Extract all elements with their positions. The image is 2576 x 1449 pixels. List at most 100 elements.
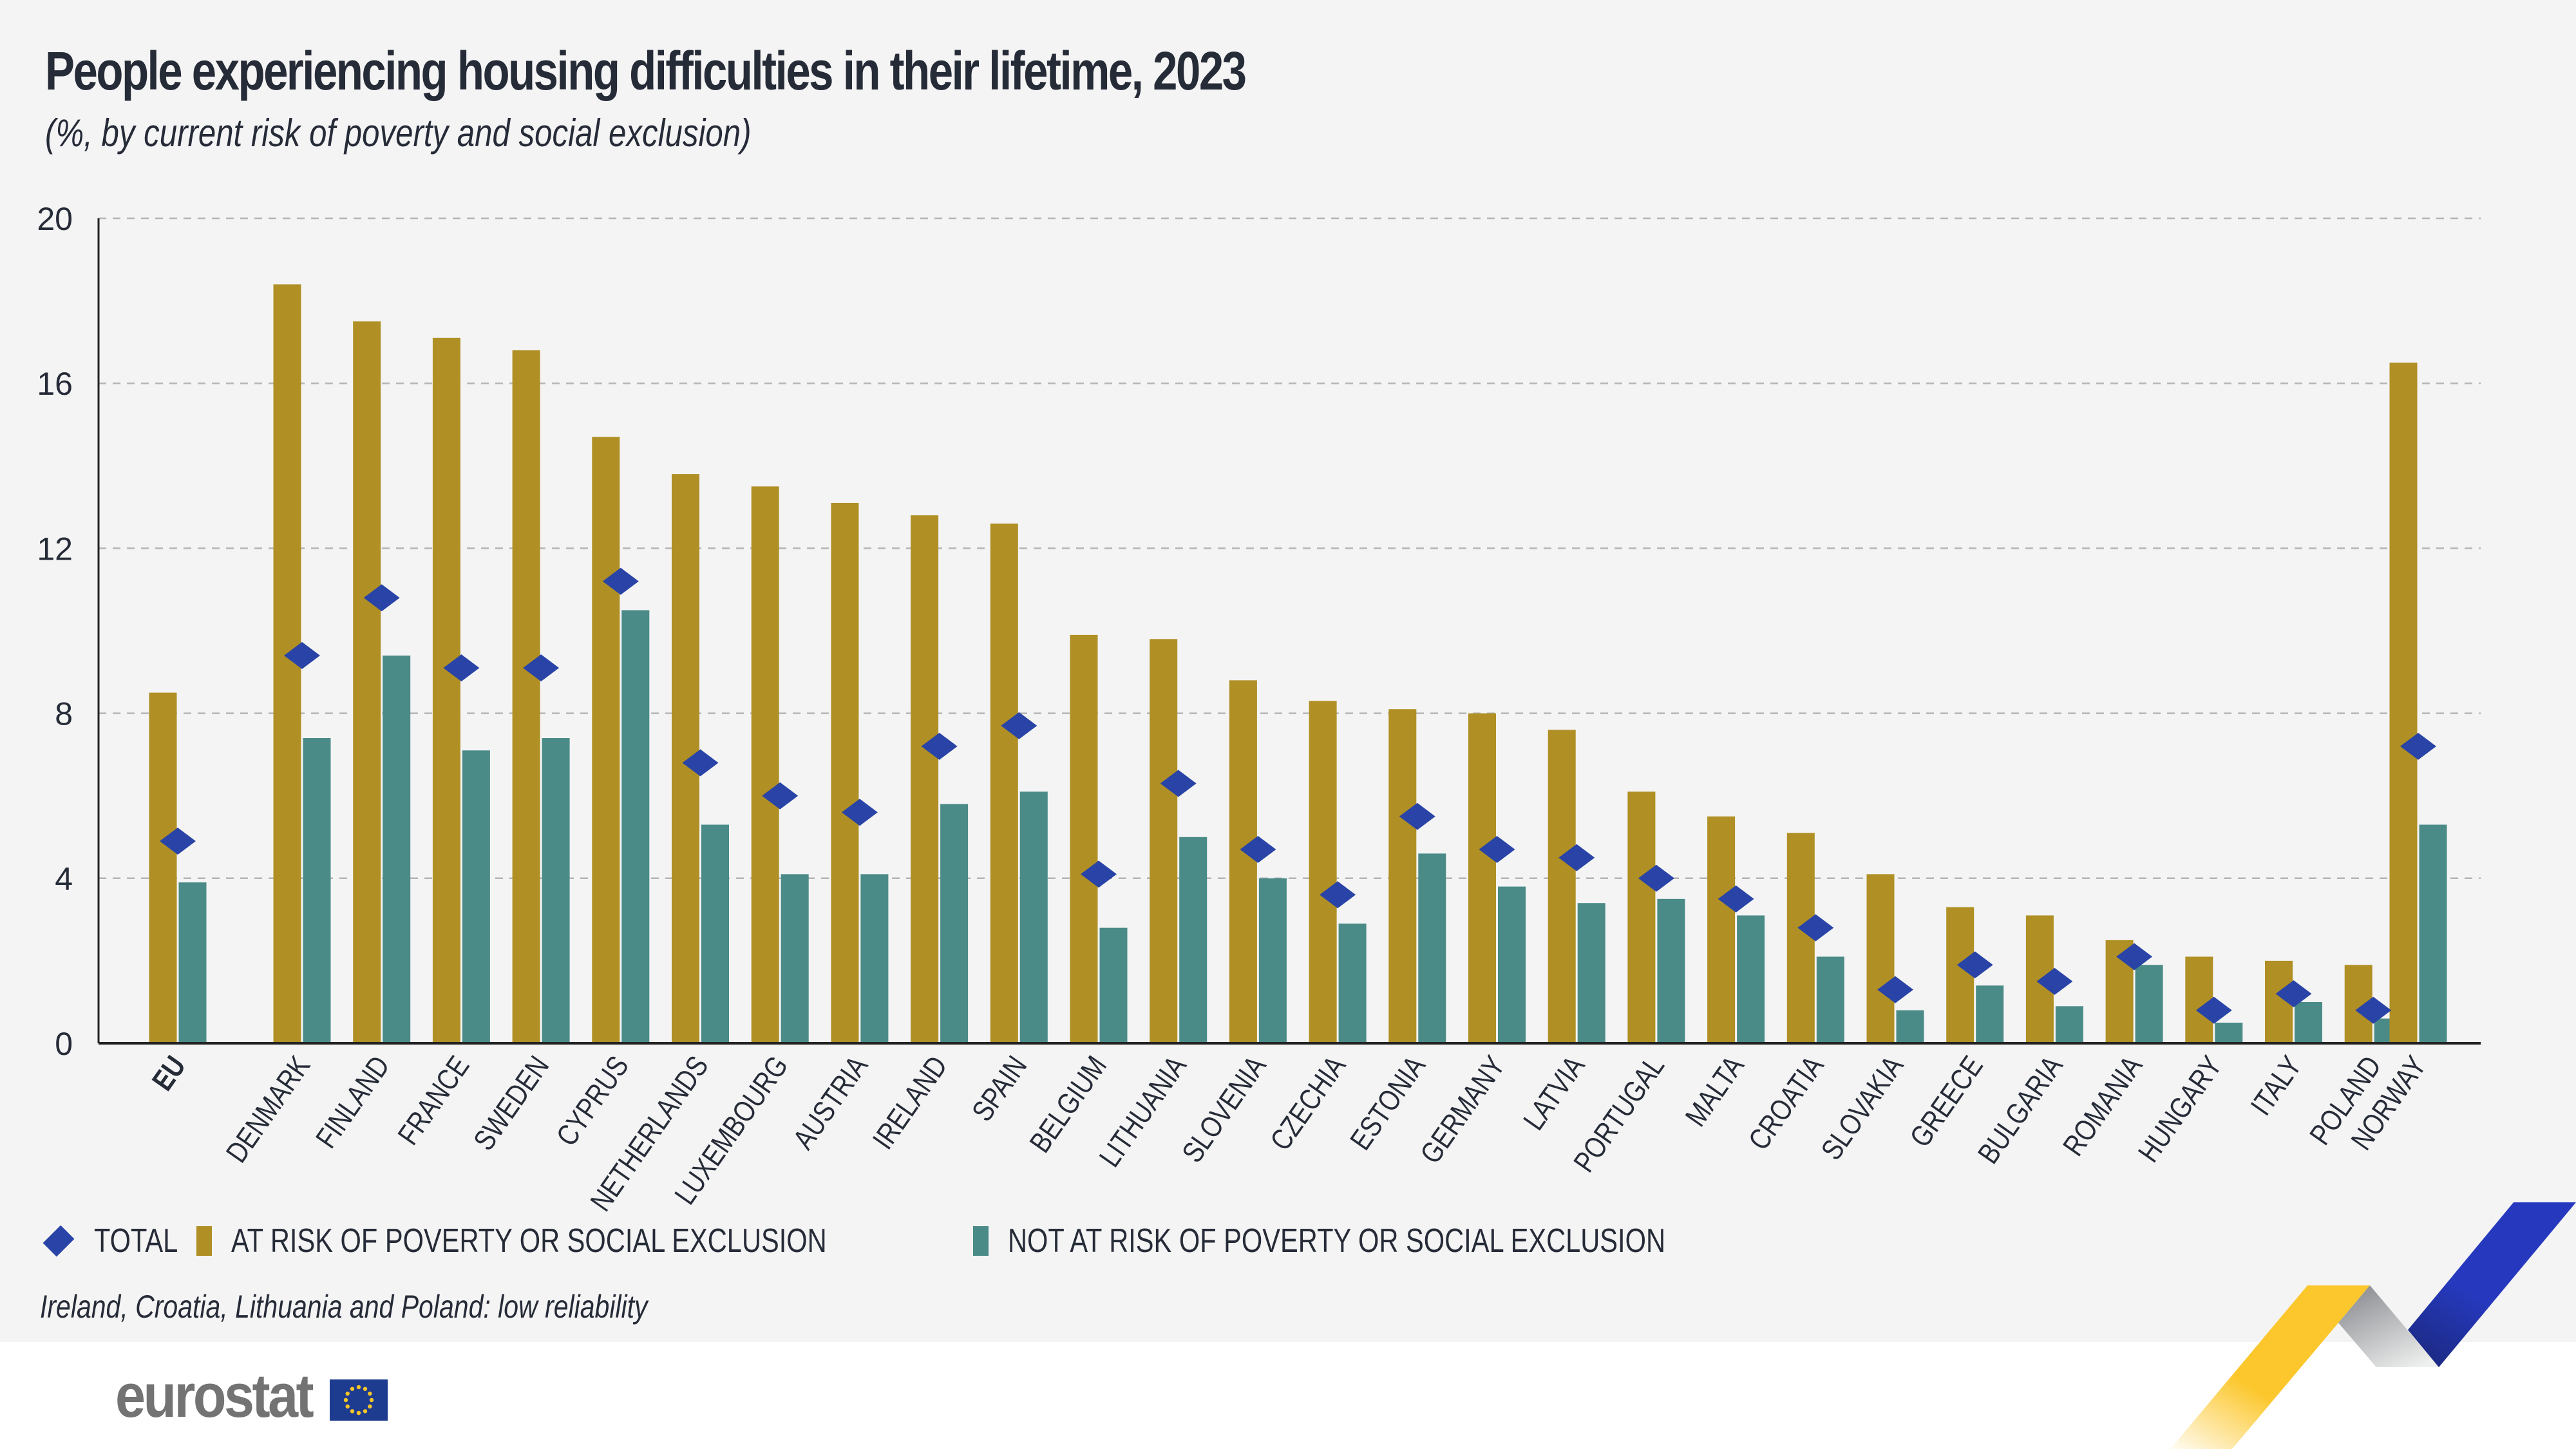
chart: 0 4 8 12 16 20 EU DENMARKFINLANDFRANCESWEDENCY… [37,201,2481,1217]
bar-not-at-risk [1338,923,1367,1043]
bar-not-at-risk [178,882,207,1043]
marker-total [1797,914,1834,942]
bar-not-at-risk [1418,853,1446,1043]
bar-not-at-risk [1019,791,1048,1043]
gridlines [99,217,2481,880]
bar-not-at-risk [940,804,969,1043]
diamond-marker-icon [43,1225,75,1257]
bar-not-at-risk [701,824,729,1043]
y-axis-ticks: 0 4 8 12 16 20 [37,201,73,1062]
marker-total [841,799,878,826]
bar-at-risk [149,692,177,1043]
eu-flag-icon [329,1379,388,1421]
flag-star-icon [367,1391,372,1396]
flag-star-icon [350,1409,354,1414]
x-tick-label: ITALY [2244,1050,2308,1121]
bar-not-at-risk [1099,927,1128,1043]
x-tick-label: GREECE [1903,1050,1989,1153]
legend-label-at-risk: AT RISK OF POVERTY OR SOCIAL EXCLUSION [231,1222,827,1260]
bar-not-at-risk [2135,965,2163,1043]
x-tick-label: CYPRUS [550,1050,635,1151]
marker-total [443,654,480,682]
x-tick-label: IRELAND [866,1050,954,1155]
bar-not-at-risk [2055,1006,2083,1043]
marker-total [523,654,560,682]
bar-not-at-risk [1498,886,1526,1043]
x-tick-label: FINLAND [309,1050,396,1154]
bar-at-risk [1070,634,1098,1043]
y-tick-label: 12 [37,531,73,567]
legend: TOTAL AT RISK OF POVERTY OR SOCIAL EXCLU… [40,1218,1827,1264]
at-risk-swatch-icon [196,1226,212,1256]
eurostat-ribbon-decoration-icon [2170,1202,2576,1449]
bar-at-risk [432,337,460,1043]
marker-total [1399,802,1435,830]
marker-total [1638,864,1674,892]
bar-at-risk [831,502,859,1043]
x-tick-label: LATVIA [1517,1050,1591,1136]
bar-at-risk [1548,730,1576,1043]
y-tick-label: 8 [55,696,73,732]
bar-at-risk [990,523,1018,1043]
x-tick-label: SLOVAKIA [1815,1050,1909,1166]
marker-total [602,567,639,595]
marker-total [1001,712,1037,739]
marker-total [1240,835,1276,863]
bar-at-risk [592,437,620,1043]
marker-total [2275,980,2312,1008]
flag-star-icon [343,1397,348,1403]
bar-not-at-risk [2419,824,2447,1043]
bar-not-at-risk [1657,898,1685,1043]
legend-item-total: TOTAL [40,1222,178,1260]
x-tick-label: SPAIN [965,1050,1033,1127]
flag-star-icon [350,1387,354,1391]
footnote: Ireland, Croatia, Lithuania and Poland: … [40,1289,648,1325]
marker-total [1956,951,1993,979]
x-tick-label: MALTA [1679,1050,1750,1132]
marker-total [1081,860,1117,888]
bar-at-risk [1627,791,1656,1043]
bar-at-risk [751,486,779,1043]
bar-at-risk [1229,680,1257,1043]
legend-item-not-at-risk: NOT AT RISK OF POVERTY OR SOCIAL EXCLUSI… [972,1222,1791,1260]
bar-not-at-risk [1737,915,1765,1043]
not-at-risk-swatch-icon [972,1226,989,1256]
bar-at-risk [2185,956,2213,1043]
bar-at-risk [1946,907,1975,1043]
marker-total [284,641,320,669]
bar-at-risk [911,515,939,1043]
marker-total [2195,996,2232,1024]
flag-star-icon [363,1409,367,1414]
x-axis-labels: EU DENMARKFINLANDFRANCESWEDENCYPRUSNETHER… [146,1050,2432,1217]
bar-not-at-risk [1258,878,1287,1043]
bar-at-risk [1150,639,1178,1043]
y-tick-label: 16 [37,366,73,402]
y-tick-label: 0 [55,1026,73,1062]
bars [149,284,2447,1044]
marker-total [160,828,196,855]
bar-not-at-risk [2215,1022,2243,1043]
bar-not-at-risk [462,750,490,1043]
bar-at-risk [1707,816,1736,1043]
bar-not-at-risk [383,655,411,1043]
bar-at-risk [1866,874,1895,1043]
bar-at-risk [512,350,540,1044]
x-tick-label: CROATIA [1742,1050,1830,1155]
legend-item-at-risk: AT RISK OF POVERTY OR SOCIAL EXCLUSION [196,1222,937,1260]
bar-not-at-risk [303,738,331,1043]
total-markers [160,567,2436,1024]
marker-total [1877,976,1913,1003]
bar-not-at-risk [1179,837,1208,1043]
eurostat-logo: eurostat [115,1365,388,1427]
marker-total [1160,770,1197,797]
bar-at-risk [353,321,381,1043]
flag-star-icon [356,1385,361,1390]
flag-star-icon [356,1410,361,1416]
marker-total [2400,732,2436,760]
chart-panel [0,0,2576,1342]
bar-not-at-risk [542,738,570,1043]
marker-total [2036,967,2073,995]
x-tick-label: SWEDEN [467,1050,555,1156]
bar-not-at-risk [621,610,650,1043]
marker-total [2116,943,2153,971]
